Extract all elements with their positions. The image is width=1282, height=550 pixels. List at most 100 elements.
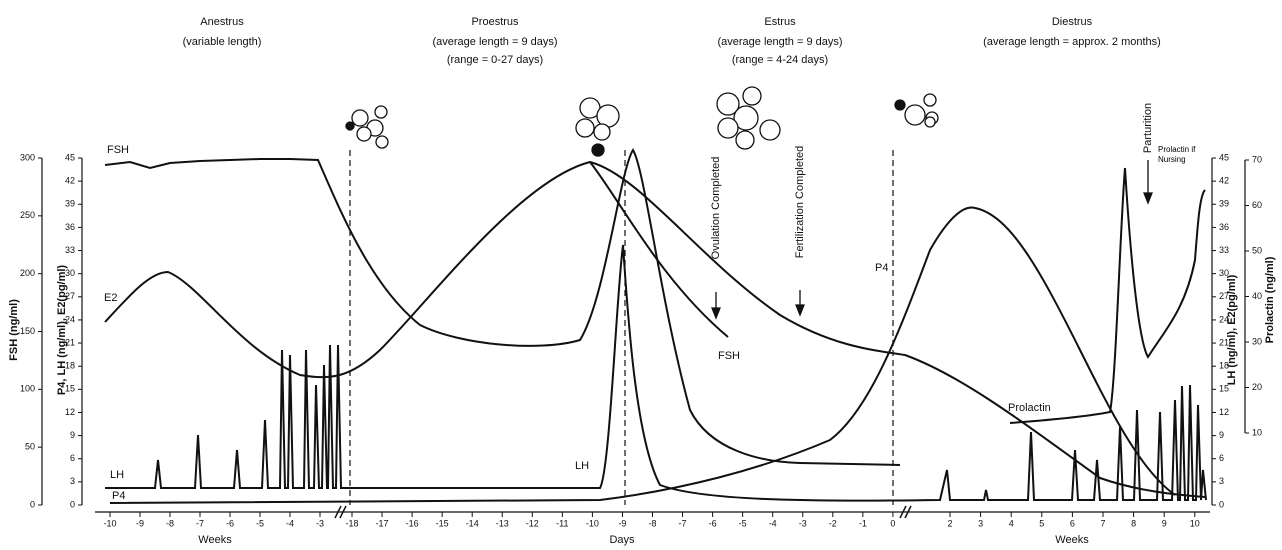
tick-label: 6 — [1070, 518, 1075, 528]
phase-name: Proestrus — [471, 16, 519, 28]
curve-label: LH — [110, 469, 124, 481]
tick-label: 0 — [890, 518, 895, 528]
tick-label: -8 — [166, 518, 174, 528]
prolactin-curve — [1010, 168, 1205, 423]
curve-label-box: Prolactin if Nursing — [1158, 145, 1210, 179]
phase-detail: (average length = 9 days) — [432, 36, 557, 48]
axis-title: Weeks — [198, 534, 232, 546]
curve-label: Prolactin if Nursing — [1158, 145, 1210, 165]
tick-label: -17 — [376, 518, 389, 528]
lh-curve — [105, 245, 1206, 501]
curve-label: Prolactin — [1008, 402, 1051, 414]
tick-label: 24 — [1219, 314, 1229, 324]
tick-label: -2 — [829, 518, 837, 528]
fsh-curve — [105, 150, 900, 465]
tick-label: 24 — [65, 314, 75, 324]
tick-label: 33 — [65, 245, 75, 255]
tick-label: 4 — [1009, 518, 1014, 528]
tick-label: 0 — [30, 499, 35, 509]
tick-label: 12 — [1219, 407, 1229, 417]
annotation: Ovulation Completed — [710, 157, 722, 260]
tick-label: 39 — [1219, 199, 1229, 209]
tick-label: 5 — [1039, 518, 1044, 528]
cell-sketch — [346, 87, 938, 156]
tick-label: -13 — [496, 518, 509, 528]
tick-label: 50 — [1252, 245, 1262, 255]
curve-labels: FSH E2 LH P4 FSH LH P4 Prolactin Prolact… — [104, 144, 1210, 502]
tick-label: 10 — [1190, 518, 1200, 528]
tick-label: 21 — [65, 337, 75, 347]
tick-label: 300 — [20, 152, 35, 162]
tick-label: -14 — [466, 518, 479, 528]
e2-curve — [105, 162, 1205, 497]
tick-label: 15 — [65, 384, 75, 394]
phase-name: Diestrus — [1052, 16, 1093, 28]
tick-label: -18 — [345, 518, 358, 528]
phase-name: Anestrus — [200, 16, 244, 28]
tick-label: 39 — [65, 199, 75, 209]
tick-label: 60 — [1252, 200, 1262, 210]
tick-label: -3 — [799, 518, 807, 528]
tick-label: 200 — [20, 268, 35, 278]
curve-label: LH — [575, 460, 589, 472]
tick-label: 20 — [1252, 382, 1262, 392]
curve-label: FSH — [107, 144, 129, 156]
phase-detail: (variable length) — [183, 36, 262, 48]
fsh-proestrus-curve — [590, 162, 728, 337]
axis-title: P4, LH (ng/ml), E2(pg/ml) — [56, 265, 68, 396]
tick-label: 18 — [65, 361, 75, 371]
tick-label: -3 — [316, 518, 324, 528]
tick-label: 42 — [1219, 176, 1229, 186]
tick-label: -16 — [406, 518, 419, 528]
tick-label: 12 — [65, 407, 75, 417]
tick-label: 6 — [1219, 453, 1224, 463]
tick-label: -5 — [256, 518, 264, 528]
tick-label: 2 — [947, 518, 952, 528]
tick-label: -7 — [679, 518, 687, 528]
tick-label: -11 — [556, 518, 568, 528]
tick-label: 33 — [1219, 245, 1229, 255]
tick-label: 6 — [70, 453, 75, 463]
tick-label: -7 — [196, 518, 204, 528]
phase-divider — [350, 150, 893, 505]
axis-title: Days — [609, 534, 635, 546]
tick-label: -12 — [526, 518, 539, 528]
tick-label: 3 — [70, 476, 75, 486]
tick-label: 50 — [25, 442, 35, 452]
curve-label: P4 — [875, 262, 888, 274]
tick-label: 40 — [1252, 291, 1262, 301]
phase-name: Estrus — [764, 16, 796, 28]
tick-label: -4 — [769, 518, 777, 528]
curve-label: E2 — [104, 292, 117, 304]
tick-label: 21 — [1219, 337, 1229, 347]
axis-title: Prolactin (ng/ml) — [1264, 256, 1276, 343]
tick-label: 0 — [1219, 499, 1224, 509]
axis-title: FSH (ng/ml) — [8, 299, 20, 361]
tick-label: -9 — [136, 518, 144, 528]
tick-label: 10 — [1252, 427, 1262, 437]
tick-label: 8 — [1131, 518, 1136, 528]
tick-label: 250 — [20, 210, 35, 220]
tick-label: -15 — [436, 518, 449, 528]
tick-label: -8 — [648, 518, 656, 528]
tick-label: -4 — [286, 518, 294, 528]
tick-label: 36 — [1219, 222, 1229, 232]
p4-curve — [110, 207, 1175, 503]
tick-label: -1 — [859, 518, 867, 528]
annotation: Parturition — [1142, 103, 1154, 153]
figure: Anestrus (variable length) Proestrus (av… — [0, 0, 1282, 550]
tick-label: 15 — [1219, 384, 1229, 394]
phase-detail: (range = 4-24 days) — [732, 54, 828, 66]
tick-label: 3 — [1219, 476, 1224, 486]
tick-label: -6 — [709, 518, 717, 528]
tick-label: 7 — [1100, 518, 1105, 528]
tick-label: -5 — [739, 518, 747, 528]
tick-label: 45 — [1219, 152, 1229, 162]
tick-label: 9 — [70, 430, 75, 440]
phase-headers: Anestrus (variable length) Proestrus (av… — [183, 16, 1161, 66]
tick-label: 45 — [65, 152, 75, 162]
tick-label: -9 — [618, 518, 626, 528]
tick-label: -10 — [586, 518, 599, 528]
tick-label: 0 — [70, 499, 75, 509]
arrow — [712, 160, 1152, 318]
